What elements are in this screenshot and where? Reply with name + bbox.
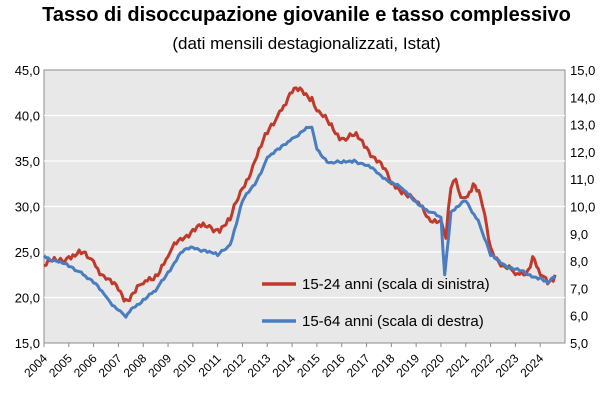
legend-label-2: 15-64 anni (scala di destra) — [302, 313, 484, 330]
x-tick-label: 2011 — [196, 351, 224, 379]
y-right-tick-label: 5,0 — [570, 336, 588, 351]
x-tick-label: 2019 — [393, 351, 422, 380]
y-left-tick-label: 40,0 — [15, 109, 40, 124]
chart-title: Tasso di disoccupazione giovanile e tass… — [42, 4, 571, 26]
x-tick-label: 2005 — [46, 351, 75, 380]
x-tick-label: 2007 — [96, 351, 125, 380]
x-tick-label: 2023 — [493, 351, 522, 380]
x-tick-label: 2009 — [145, 351, 174, 380]
x-tick-label: 2006 — [71, 351, 100, 380]
x-tick-label: 2016 — [319, 351, 348, 380]
x-tick-label: 2024 — [518, 351, 547, 380]
x-tick-label: 2018 — [369, 351, 398, 380]
y-right-tick-label: 7,0 — [570, 281, 588, 296]
x-tick-label: 2012 — [220, 351, 249, 380]
y-left-tick-label: 30,0 — [15, 200, 40, 215]
y-left-tick-label: 35,0 — [15, 154, 40, 169]
x-tick-label: 2008 — [121, 351, 150, 380]
y-left-tick-label: 20,0 — [15, 291, 40, 306]
y-right-tick-label: 11,0 — [570, 172, 594, 187]
y-left-tick-label: 15,0 — [15, 336, 40, 351]
x-tick-label: 2017 — [344, 351, 373, 380]
y-right-tick-label: 6,0 — [570, 309, 588, 324]
x-tick-label: 2020 — [418, 351, 447, 380]
series-line-1 — [43, 86, 557, 303]
y-right-tick-label: 9,0 — [570, 227, 588, 242]
x-tick-label: 2021 — [443, 351, 472, 380]
chart-subtitle: (dati mensili destagionalizzati, Istat) — [172, 34, 441, 53]
y-left-tick-label: 25,0 — [15, 245, 40, 260]
y-left-tick-label: 45,0 — [15, 63, 40, 78]
legend-label-1: 15-24 anni (scala di sinistra) — [302, 276, 490, 293]
y-right-tick-label: 8,0 — [570, 254, 588, 269]
x-tick-label: 2010 — [170, 351, 199, 380]
y-right-tick-label: 15,0 — [570, 63, 595, 78]
y-right-tick-label: 10,0 — [570, 200, 595, 215]
x-tick-label: 2015 — [294, 351, 323, 380]
y-right-tick-label: 13,0 — [570, 118, 595, 133]
y-right-tick-label: 14,0 — [570, 90, 595, 105]
y-right-tick-label: 12,0 — [570, 145, 595, 160]
x-tick-label: 2004 — [21, 351, 50, 380]
x-tick-label: 2014 — [269, 351, 298, 380]
x-tick-label: 2022 — [468, 351, 497, 380]
x-tick-label: 2013 — [245, 351, 274, 380]
series-line-2 — [42, 125, 556, 319]
